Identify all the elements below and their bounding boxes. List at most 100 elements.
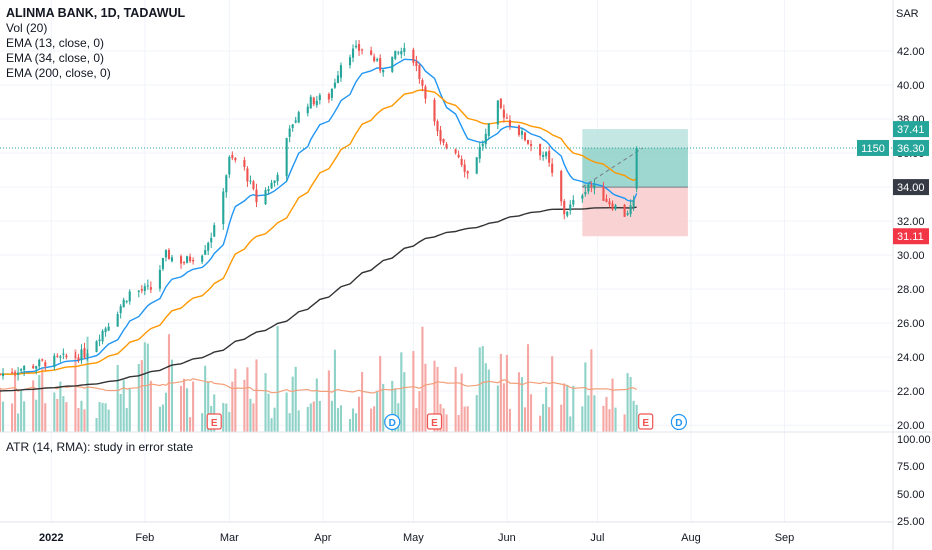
volume-bar [179,385,183,432]
volume-bar [1,401,5,432]
candle-body [161,258,164,269]
volume-bar [584,362,587,432]
position-size-tag [857,139,889,156]
candle-body [351,48,355,58]
volume-bar [505,354,508,432]
candle-body [164,250,168,258]
candle-body [267,189,270,192]
volume-bar [231,381,234,432]
candle-body [608,201,611,205]
candle-body [315,100,318,105]
candle-body [605,198,608,202]
legend-ema13[interactable]: EMA (13, close, 0) [6,36,105,50]
candle-body [116,314,119,327]
volume-bar [351,408,355,432]
candle-body [255,189,258,203]
candle-body [457,154,460,158]
volume-bar [35,399,38,432]
price-label-text: 37.41 [897,124,925,136]
volume-bar [478,347,481,432]
volume-bar [161,404,164,432]
volume-bar [288,413,291,432]
volume-bar [137,363,140,432]
price-label-box [893,228,929,245]
candle-body [276,174,279,182]
legend-vol[interactable]: Vol (20) [6,21,48,35]
volume-bar [234,368,237,432]
volume-bar [128,388,131,432]
earnings-marker-label: E [431,418,438,429]
volume-bar [95,418,98,432]
candle-body [20,369,23,371]
candle-body [23,366,26,371]
candle-body [312,97,315,105]
volume-bar [104,403,107,432]
candle-body [475,157,478,174]
volume-bar [517,372,521,432]
candle-body [361,49,364,51]
time-tick-label: Sep [775,532,795,544]
candle-body [0,373,2,375]
atr-study-label[interactable]: ATR (14, RMA): study in error state [6,440,194,454]
candle-body [415,61,418,66]
candle-body [602,186,605,201]
legend-ema200[interactable]: EMA (200, close, 0) [6,66,111,80]
volume-bar [32,380,35,432]
candle-body [249,180,252,182]
volume-bar [101,402,104,432]
volume-bar [502,383,505,432]
earnings-marker [206,413,222,430]
volume-bar [481,346,484,432]
target-zone [582,129,688,188]
ema-lines [0,58,638,392]
volume-bar [484,363,487,432]
volume-bar [442,408,445,432]
time-tick-label: 2022 [39,532,63,544]
volume-bar [382,383,385,432]
position-size-text: 1150 [861,143,885,155]
candle-body [119,306,122,314]
time-tick-label: Mar [220,532,239,544]
candle-body [179,256,183,264]
volume-bar [270,418,273,432]
candle-body [270,182,273,189]
volume-bar [436,366,439,432]
candle-body [611,203,614,210]
candle-body [614,205,617,210]
candle-body [59,356,62,358]
volume-bar [460,373,463,432]
time-tick-label: Jun [498,532,516,544]
volume-bar [457,414,460,432]
time-tick-label: Apr [314,532,331,544]
volume-bar [243,379,246,432]
time-axis-ticks: 2022 Feb Mar Apr May Jun Jul Aug Sep [39,532,794,544]
candle-body [330,88,333,98]
legend-title[interactable]: ALINMA BANK, 1D, TADAWUL [6,6,186,20]
candle-body [333,82,336,88]
candle-body [593,184,596,189]
volume-bar [551,356,554,432]
volume-bar [348,419,352,432]
volume-bar [629,376,632,432]
volume-bar [273,407,276,432]
candle-body [17,372,20,375]
price-tick-label: 24.00 [897,352,925,364]
volume-bar [315,378,318,432]
candle-body [400,51,403,55]
volume-bar [526,344,530,432]
candle-body [122,299,125,308]
candles [0,39,638,381]
candle-body [623,204,626,217]
candle-body [285,137,288,177]
price-tick-label: 20.00 [897,420,925,432]
volume-bar [38,375,41,432]
price-labels: 37.41 36.30 1150 34.00 31.11 [857,121,929,245]
dividend-marker [670,413,687,431]
volume-bar [158,406,161,432]
candle-body [83,348,86,358]
candle-body [412,49,415,63]
volume-bar [312,401,315,432]
price-tick-label: 22.00 [897,386,925,398]
legend-ema34[interactable]: EMA (34, close, 0) [6,51,105,65]
